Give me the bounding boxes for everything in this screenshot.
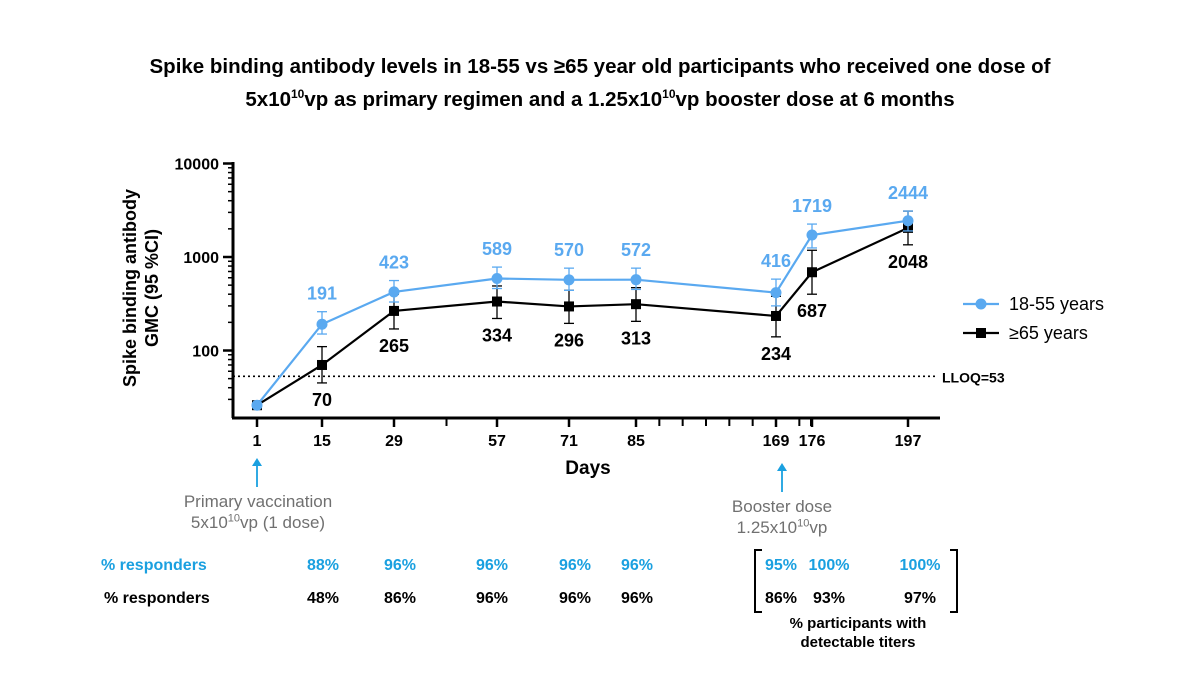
- data-point: [807, 267, 817, 278]
- x-tick-label: 176: [799, 433, 826, 450]
- primary-note-line2: 5x1010vp (1 dose): [190, 512, 326, 532]
- data-point: [631, 299, 641, 310]
- booster-note-line2: 1.25x1010vp: [736, 517, 828, 537]
- data-label: 234: [761, 344, 791, 364]
- booster-dose-note: Booster dose 1.25x1010vp: [732, 496, 832, 538]
- x-tick-label: 85: [627, 433, 645, 450]
- data-point: [771, 310, 781, 321]
- y-tick-label: 100: [192, 344, 219, 361]
- x-tick-label: 197: [895, 433, 922, 450]
- data-point: [316, 318, 328, 330]
- data-label: 265: [379, 336, 409, 356]
- x-tick-label: 169: [763, 433, 790, 450]
- y-tick-label: 1000: [183, 250, 219, 267]
- data-label: 572: [621, 240, 651, 260]
- responders-row2-value: 96%: [620, 590, 654, 607]
- responders-row2-value: 93%: [812, 590, 846, 607]
- data-label: 334: [482, 325, 512, 345]
- x-tick-label: 29: [385, 433, 403, 450]
- x-tick-label: 1: [253, 433, 262, 450]
- booster-note-line1: Booster dose: [731, 497, 833, 516]
- note-line2: detectable titers: [800, 634, 916, 651]
- responders-row1-value: 96%: [383, 557, 417, 574]
- chart-title: Spike binding antibody levels in 18-55 v…: [0, 50, 1200, 116]
- data-label: 1719: [792, 196, 832, 216]
- bracket-left: [754, 549, 762, 613]
- legend-label: ≥65 years: [1009, 323, 1088, 343]
- responders-row2-value: 97%: [903, 590, 937, 607]
- x-axis-title: Days: [565, 458, 610, 479]
- primary-note-line1: Primary vaccination: [183, 492, 333, 511]
- data-label: 296: [554, 330, 584, 350]
- legend-label: 18-55 years: [1009, 294, 1104, 314]
- bracket-right: [950, 549, 958, 613]
- responders-row2-value: 48%: [306, 590, 340, 607]
- responders-row1-value: 95%: [764, 557, 798, 574]
- responders-row1-value: 96%: [475, 557, 509, 574]
- data-point: [251, 399, 263, 411]
- responders-row2-value: 96%: [558, 590, 592, 607]
- data-label: 423: [379, 253, 409, 273]
- x-tick-label: 57: [488, 433, 506, 450]
- responders-row2-value: 86%: [764, 590, 798, 607]
- data-point: [563, 274, 575, 286]
- data-label: 313: [621, 328, 651, 348]
- title-line-1: Spike binding antibody levels in 18-55 v…: [149, 55, 1051, 78]
- data-point: [389, 305, 399, 316]
- legend-marker: [976, 328, 986, 338]
- data-point: [317, 359, 327, 370]
- title-line-2: 5x1010vp as primary regimen and a 1.25x1…: [245, 87, 955, 111]
- data-label: 191: [307, 284, 337, 304]
- x-tick-label: 71: [560, 433, 578, 450]
- y-axis-title: Spike binding antibody GMC (95 %CI): [120, 189, 162, 387]
- responders-row1-value: 96%: [558, 557, 592, 574]
- y-tick-label: 10000: [175, 157, 220, 174]
- responders-row2-value: 86%: [383, 590, 417, 607]
- data-label: 570: [554, 240, 584, 260]
- annotation-arrow-head: [777, 463, 787, 471]
- responders-row1-value: 100%: [899, 557, 941, 574]
- detectable-titers-note: % participants with detectable titers: [790, 614, 927, 652]
- lloq-label: LLOQ=53: [942, 369, 1005, 385]
- data-label: 416: [761, 251, 791, 271]
- responders-row2-label: % responders: [104, 590, 210, 607]
- data-label: 687: [797, 301, 827, 321]
- responders-row1-value: 100%: [808, 557, 850, 574]
- note-line1: % participants with: [789, 615, 927, 632]
- data-point: [770, 287, 782, 299]
- responders-row1-label: % responders: [101, 557, 207, 574]
- responders-row2-value: 96%: [475, 590, 509, 607]
- primary-vaccination-note: Primary vaccination 5x1010vp (1 dose): [184, 491, 332, 533]
- legend-marker: [975, 298, 987, 310]
- x-tick-label: 15: [313, 433, 331, 450]
- responders-row1-value: 96%: [620, 557, 654, 574]
- data-point: [630, 274, 642, 286]
- data-point: [388, 286, 400, 298]
- data-point: [491, 272, 503, 284]
- data-point: [902, 215, 914, 227]
- data-label: 589: [482, 239, 512, 259]
- data-label: 2444: [888, 183, 928, 203]
- responders-row1-value: 88%: [306, 557, 340, 574]
- data-point: [564, 301, 574, 312]
- data-label: 2048: [888, 252, 928, 272]
- data-point: [806, 229, 818, 241]
- data-point: [492, 296, 502, 307]
- data-label: 70: [312, 390, 332, 410]
- annotation-arrow-head: [252, 458, 262, 466]
